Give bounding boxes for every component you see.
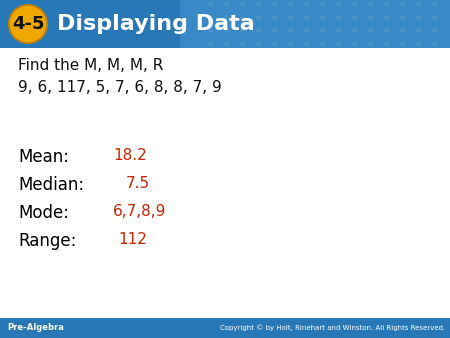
Bar bbox=[0, 0, 450, 48]
Text: Pre-Algebra: Pre-Algebra bbox=[7, 323, 64, 333]
Text: Copyright © by Holt, Rinehart and Winston. All Rights Reserved.: Copyright © by Holt, Rinehart and Winsto… bbox=[220, 325, 445, 331]
Bar bbox=[0, 318, 450, 338]
Bar bbox=[180, 0, 450, 48]
Text: Mode:: Mode: bbox=[18, 204, 69, 222]
Text: 18.2: 18.2 bbox=[113, 148, 147, 163]
Text: 4-5: 4-5 bbox=[12, 15, 44, 33]
Text: Median:: Median: bbox=[18, 176, 84, 194]
Text: Displaying Data: Displaying Data bbox=[57, 14, 255, 34]
Text: 112: 112 bbox=[118, 232, 147, 247]
Circle shape bbox=[9, 5, 47, 43]
Text: 7.5: 7.5 bbox=[126, 176, 150, 191]
Text: Range:: Range: bbox=[18, 232, 76, 250]
Text: Mean:: Mean: bbox=[18, 148, 69, 166]
Text: 6,7,8,9: 6,7,8,9 bbox=[113, 204, 166, 219]
Text: Find the M, M, M, R: Find the M, M, M, R bbox=[18, 58, 163, 73]
Text: 9, 6, 117, 5, 7, 6, 8, 8, 7, 9: 9, 6, 117, 5, 7, 6, 8, 8, 7, 9 bbox=[18, 80, 222, 95]
